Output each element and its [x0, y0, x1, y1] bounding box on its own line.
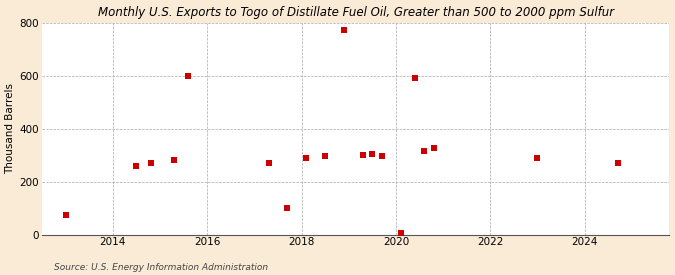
- Point: [169, 158, 180, 163]
- Point: [395, 231, 406, 236]
- Point: [301, 156, 312, 160]
- Y-axis label: Thousand Barrels: Thousand Barrels: [5, 83, 16, 174]
- Point: [612, 161, 623, 165]
- Point: [418, 149, 429, 153]
- Point: [532, 156, 543, 160]
- Point: [358, 153, 369, 157]
- Point: [145, 161, 156, 165]
- Point: [131, 164, 142, 169]
- Point: [282, 206, 293, 210]
- Title: Monthly U.S. Exports to Togo of Distillate Fuel Oil, Greater than 500 to 2000 pp: Monthly U.S. Exports to Togo of Distilla…: [98, 6, 614, 18]
- Point: [263, 161, 274, 165]
- Point: [60, 213, 71, 217]
- Point: [320, 154, 331, 159]
- Point: [409, 76, 420, 80]
- Point: [428, 146, 439, 151]
- Text: Source: U.S. Energy Information Administration: Source: U.S. Energy Information Administ…: [54, 263, 268, 272]
- Point: [367, 152, 378, 156]
- Point: [377, 154, 387, 159]
- Point: [339, 28, 350, 33]
- Point: [183, 73, 194, 78]
